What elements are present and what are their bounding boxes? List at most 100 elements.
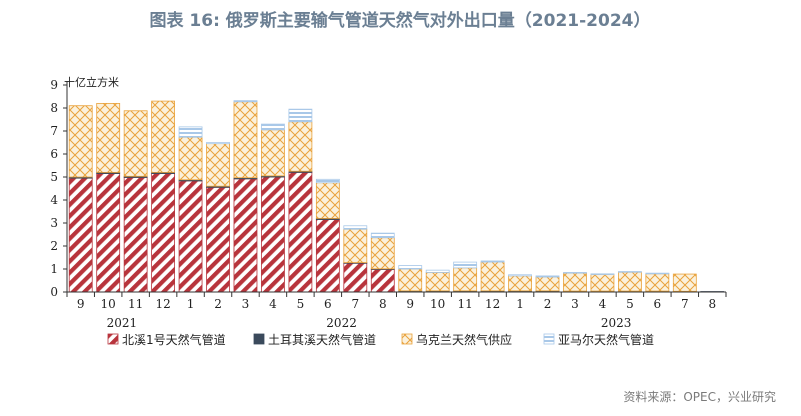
x-tick-label: 10 (101, 297, 116, 311)
x-tick-label: 6 (654, 297, 662, 311)
bar-segment-series-3 (645, 272, 670, 275)
x-tick-label: 7 (351, 297, 359, 311)
y-tick-label: 5 (50, 170, 58, 184)
bar-segment-series-3 (618, 271, 642, 273)
chart-title: 图表 16: 俄罗斯主要输气管道天然气对外出口量（2021-2024） (150, 10, 651, 31)
bar-segment-series-3 (206, 142, 230, 145)
legend-swatch-series-2 (401, 333, 413, 345)
y-tick-label: 7 (50, 124, 58, 138)
bar-segment-series-3 (535, 275, 560, 278)
bar-segment-series-3 (343, 225, 368, 230)
x-tick-label: 9 (406, 297, 414, 311)
bar-segment-series-0 (261, 176, 285, 293)
x-tick-label: 5 (297, 297, 305, 311)
y-tick-label: 4 (50, 193, 58, 207)
bar-segment-series-2 (343, 228, 368, 263)
y-tick-label: 0 (50, 285, 58, 299)
bar-segment-series-2 (645, 273, 670, 292)
bar-segment-series-0 (178, 180, 203, 293)
x-tick-label: 10 (430, 297, 445, 311)
bar-segment-series-3 (178, 126, 203, 138)
bar-segment-series-0 (315, 219, 340, 293)
x-tick-label: 1 (187, 297, 195, 311)
legend-swatch-series-0 (107, 333, 119, 345)
bar-segment-series-0 (123, 177, 148, 293)
bar-segment-series-2 (618, 271, 642, 292)
legend-label-series-0: 北溪1号天然气管道 (122, 332, 226, 347)
source-note: 资料来源：OPEC，兴业研究 (623, 389, 776, 404)
x-tick-label: 6 (324, 297, 332, 311)
x-tick-label: 2 (544, 297, 552, 311)
bar-segment-series-3 (508, 274, 532, 277)
x-tick-label: 7 (681, 297, 689, 311)
bar-segment-series-2 (563, 272, 587, 292)
legend-label-series-1: 土耳其溪天然气管道 (268, 332, 376, 347)
bar-segment-series-2 (261, 129, 285, 177)
x-tick-label: 8 (379, 297, 387, 311)
bar-segment-series-2 (151, 100, 176, 173)
bar-segment-series-3 (453, 261, 478, 269)
legend-label-series-3: 亚马尔天然气管道 (558, 332, 654, 347)
x-tick-label: 2 (214, 297, 222, 311)
y-tick-label: 6 (50, 147, 58, 161)
bar-segment-series-3 (563, 272, 587, 274)
y-tick-label: 9 (50, 78, 58, 92)
y-tick-label: 8 (50, 101, 58, 115)
x-tick-label: 3 (242, 297, 250, 311)
x-tick-label: 12 (485, 297, 500, 311)
x-tick-label: 4 (269, 297, 277, 311)
bar-segment-series-3 (590, 273, 615, 275)
x-tick-label: 11 (458, 297, 473, 311)
bar-segment-series-0 (233, 178, 258, 293)
x-tick-label: 11 (128, 297, 143, 311)
y-tick-label: 3 (50, 216, 58, 230)
bar-segment-series-0 (370, 269, 395, 293)
bar-segment-series-2 (178, 136, 203, 181)
x-tick-label: 3 (571, 297, 579, 311)
bar-segment-series-3 (425, 269, 450, 273)
bar-segment-series-3 (370, 232, 395, 239)
legend-swatch-series-1 (253, 333, 265, 345)
bar-segment-series-2 (480, 261, 505, 292)
bar-segment-series-2 (535, 276, 560, 292)
bar-segment-series-3 (398, 265, 423, 270)
bar-segment-series-0 (343, 262, 368, 293)
legend: 北溪1号天然气管道 土耳其溪天然气管道 乌克兰天然气供应 亚马尔天然气管道 (107, 332, 654, 347)
bar-segment-series-2 (370, 237, 395, 270)
x-tick-label: 5 (626, 297, 634, 311)
bar-segment-series-2 (96, 103, 121, 173)
legend-label-series-2: 乌克兰天然气供应 (416, 332, 512, 347)
bars (68, 100, 725, 293)
x-tick-label: 8 (708, 297, 716, 311)
bar-segment-series-2 (206, 143, 230, 187)
bar-segment-series-2 (315, 182, 340, 219)
bar-segment-series-2 (68, 105, 93, 178)
bar-segment-series-3 (315, 178, 340, 184)
x-tick-label: 4 (599, 297, 607, 311)
bar-segment-series-3 (261, 123, 285, 131)
bar-segment-series-0 (68, 177, 93, 293)
bar-segment-series-2 (123, 110, 148, 177)
x-tick-label: 1 (516, 297, 524, 311)
bar-segment-series-3 (480, 260, 505, 263)
bar-segment-series-2 (453, 267, 478, 292)
x-tick-label: 9 (77, 297, 85, 311)
bar-segment-series-3 (288, 108, 313, 123)
bar-segment-series-0 (288, 171, 313, 293)
x-year-label: 2022 (326, 316, 357, 330)
bar-segment-series-2 (398, 268, 423, 292)
x-year-label: 2021 (107, 316, 138, 330)
bar-segment-series-0 (206, 186, 230, 293)
bar-segment-series-2 (233, 101, 258, 179)
y-axis-label: 十亿立方米 (64, 75, 119, 89)
x-tick-label: 12 (155, 297, 170, 311)
bar-segment-series-2 (590, 274, 615, 292)
x-year-label: 2023 (601, 316, 632, 330)
bar-segment-series-3 (233, 100, 258, 103)
bar-segment-series-0 (151, 173, 176, 293)
bar-segment-series-2 (508, 275, 532, 292)
bar-segment-series-0 (96, 173, 121, 293)
y-tick-label: 2 (50, 239, 58, 253)
